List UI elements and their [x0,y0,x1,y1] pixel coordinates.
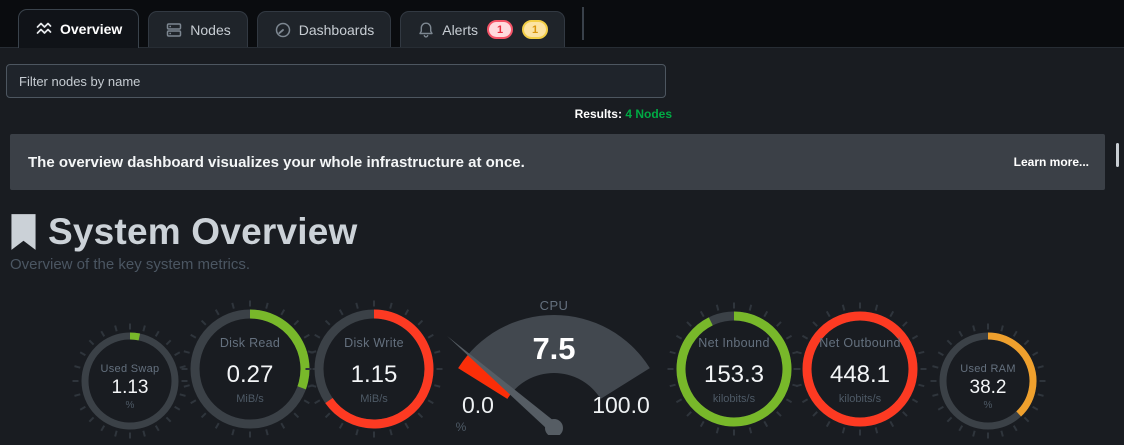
gauge-net-outbound[interactable]: Net Outbound 448.1 kilobits/s [792,301,928,442]
section-title: System Overview [48,211,358,252]
overview-chart-icon [36,22,52,34]
gauge-value: 38.2 [970,377,1007,398]
gauge-title: Used Swap [101,363,160,375]
gauge-title: Disk Write [344,336,404,350]
alerts-bell-icon [419,22,433,38]
section-header: System Overview [10,211,1124,253]
gauge-disk-write[interactable]: Disk Write 1.15 MiB/s [304,299,444,444]
gauge-value: 1.13 [112,377,149,398]
bookmark-icon [11,213,36,250]
info-banner: The overview dashboard visualizes your w… [10,134,1105,190]
gauge-value: 7.5 [532,331,575,366]
results-count-value: 4 Nodes [625,107,672,121]
gauge-units: kilobits/s [839,393,882,405]
gauge-title: Net Outbound [819,336,900,350]
section-subtitle: Overview of the key system metrics. [10,256,251,273]
gauge-title: Used RAM [960,363,1016,375]
dashboards-gauge-icon [275,22,290,37]
gauge-units: kilobits/s [713,393,756,405]
nodes-server-icon [167,22,182,37]
gauge-units: MiB/s [360,393,388,405]
tab-dashboards-label: Dashboards [298,21,375,38]
warning-alerts-badge: 1 [522,20,549,39]
gauges-row: Used Swap 1.13% Disk Read 0.27 MiB/s Disk Wri… [0,280,1124,439]
gauge-value: 153.3 [704,361,764,388]
gauge-max: 100.0 [592,392,650,418]
filter-section: Results: 4 Nodes [0,48,1124,121]
tab-overview-label: Overview [60,21,123,37]
tab-dashboards[interactable]: Dashboards [256,11,392,47]
gauge-used-ram[interactable]: Used RAM 38.2% [929,322,1047,445]
learn-more-link[interactable]: Learn more... [1013,155,1089,169]
gauge-title: CPU [540,298,569,313]
tab-alerts[interactable]: Alerts 1 1 [400,11,566,47]
filter-nodes-input[interactable] [6,64,666,98]
gauge-value: 1.15 [351,361,398,388]
tab-alerts-label: Alerts [442,21,479,38]
results-label: Results: [574,107,622,121]
critical-alerts-badge: 1 [487,20,514,39]
tab-divider [582,7,585,40]
banner-message: The overview dashboard visualizes your w… [28,153,525,171]
gauge-units: % [984,400,993,411]
tab-nodes-label: Nodes [190,21,231,38]
gauge-units: MiB/s [236,393,264,405]
scrollbar-thumb[interactable] [1116,143,1119,167]
gauge-used-swap[interactable]: Used Swap 1.13% [71,322,189,445]
gauge-title: Disk Read [220,336,280,350]
results-count: Results: 4 Nodes [6,107,672,121]
gauge-min: 0.0 [462,392,494,418]
gauge-title: Net Inbound [698,336,769,350]
gauge-needle [447,336,558,433]
gauge-units: % [126,400,135,411]
gauge-value: 448.1 [830,361,890,388]
tab-bar: Overview Nodes Dashboards Alerts 1 1 [0,0,1124,48]
gauge-cpu[interactable]: CPU 7.5 0.0 100.0% [429,290,679,440]
gauge-net-inbound[interactable]: Net Inbound 153.3 kilobits/s [666,301,802,442]
gauge-value: 0.27 [227,361,274,388]
tab-overview[interactable]: Overview [18,9,140,48]
tab-nodes[interactable]: Nodes [148,11,248,47]
gauge-units: % [456,420,467,434]
gauge-disk-read[interactable]: Disk Read 0.27 MiB/s [180,299,320,444]
